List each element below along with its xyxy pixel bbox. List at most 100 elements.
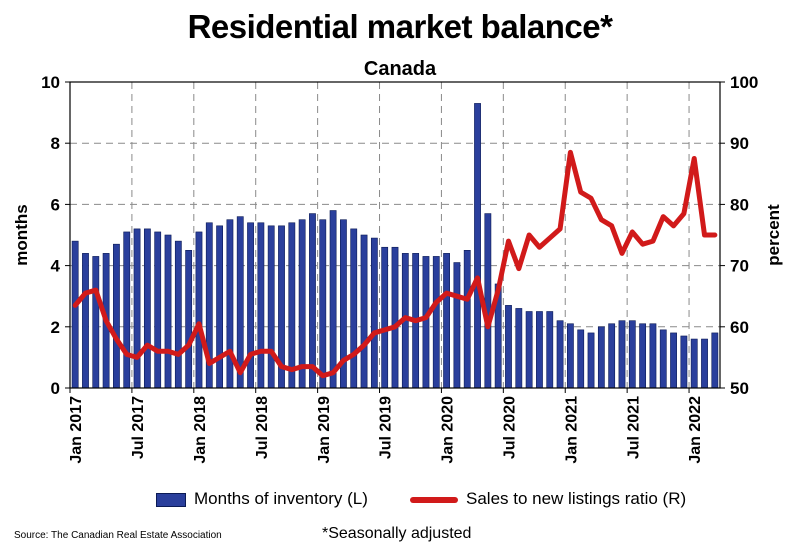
inventory-bar (453, 262, 461, 389)
right-tick-label: 60 (730, 318, 749, 337)
chart-title: Residential market balance* (187, 8, 613, 45)
inventory-bar (381, 246, 389, 389)
left-tick-label: 8 (51, 134, 60, 153)
left-axis-label: months (12, 204, 31, 265)
x-tick-label: Jan 2021 (563, 396, 580, 464)
x-tick-label: Jul 2020 (501, 396, 518, 459)
x-tick-label: Jan 2020 (440, 396, 457, 464)
inventory-bar (515, 308, 523, 389)
right-tick-label: 90 (730, 134, 749, 153)
inventory-bar (174, 240, 182, 389)
left-tick-label: 2 (51, 318, 60, 337)
inventory-bar (701, 338, 708, 389)
inventory-bar (649, 323, 657, 389)
x-tick-label: Jul 2017 (130, 396, 147, 459)
inventory-bar (309, 213, 316, 389)
inventory-bar (432, 256, 440, 389)
inventory-bar (608, 323, 616, 389)
inventory-bar (123, 231, 131, 389)
x-tick-label: Jan 2019 (316, 396, 333, 464)
inventory-bar (474, 103, 481, 389)
inventory-bar (628, 320, 636, 389)
inventory-bar (92, 256, 100, 389)
inventory-bar (659, 329, 667, 389)
left-tick-label: 10 (41, 73, 60, 92)
inventory-bar (680, 335, 688, 389)
inventory-bar (443, 253, 450, 389)
right-tick-label: 70 (730, 257, 749, 276)
inventory-bar (546, 311, 554, 389)
x-tick-label: Jan 2017 (68, 396, 85, 464)
inventory-bar (143, 228, 151, 389)
inventory-bar (257, 222, 265, 389)
x-axis-ticks: Jan 2017 Jul 2017 Jan 2018 Jul 2018 Jan 2019… (68, 388, 704, 464)
x-tick-label: Jul 2018 (254, 396, 271, 459)
inventory-bar (484, 213, 492, 389)
inventory-bar (82, 253, 89, 389)
seasonal-note: *Seasonally adjusted (322, 525, 472, 542)
legend-line-swatch (410, 496, 458, 503)
legend-item-inventory: Months of inventory (L) (156, 488, 368, 510)
inventory-bar (639, 323, 647, 389)
inventory-bar (536, 311, 543, 389)
ratio-line (72, 149, 718, 379)
inventory-bar (577, 329, 585, 389)
right-tick-label: 80 (730, 195, 749, 214)
chart-legend: Months of inventory (L) Sales to new lis… (0, 488, 800, 512)
inventory-bar (288, 222, 296, 389)
inventory-bar (463, 250, 471, 389)
left-tick-label: 4 (51, 257, 61, 276)
inventory-bar (505, 305, 512, 389)
inventory-bar (556, 320, 564, 389)
inventory-bar (597, 326, 605, 389)
right-axis-label: percent (764, 204, 783, 266)
legend-item-ratio: Sales to new listings ratio (R) (410, 488, 686, 510)
chart-subtitle: Canada (363, 58, 437, 80)
inventory-bar (391, 246, 399, 389)
inventory-bar (329, 210, 337, 389)
inventory-bar (670, 332, 677, 389)
left-tick-label: 0 (51, 379, 60, 398)
x-tick-label: Jul 2019 (378, 396, 395, 459)
inventory-bar (690, 338, 698, 389)
right-tick-label: 100 (730, 73, 758, 92)
left-tick-label: 6 (51, 195, 60, 214)
inventory-bar (154, 231, 162, 389)
inventory-bar (618, 320, 626, 389)
source-note: Source: The Canadian Real Estate Associa… (14, 530, 222, 541)
x-tick-label: Jan 2018 (192, 396, 209, 464)
inventory-bar (587, 332, 595, 389)
legend-bar-swatch (156, 492, 186, 507)
inventory-bar (567, 323, 574, 389)
inventory-bar (711, 332, 719, 389)
inventory-bar (226, 219, 234, 389)
inventory-bar (360, 234, 368, 389)
inventory-bar (185, 250, 193, 389)
inventory-bar (133, 228, 141, 389)
inventory-bar (350, 228, 358, 389)
right-tick-label: 50 (730, 379, 749, 398)
inventory-bar (113, 243, 120, 389)
inventory-bar (525, 311, 533, 389)
inventory-bar (370, 237, 378, 389)
inventory-bar (267, 225, 275, 389)
inventory-bar (422, 256, 430, 389)
x-tick-label: Jan 2022 (687, 396, 704, 464)
inventory-bar (164, 234, 172, 389)
plot-frame (69, 81, 721, 389)
inventory-bars (71, 103, 719, 389)
right-axis-ticks: 50 60 70 80 90 100 (720, 73, 758, 398)
inventory-bar (216, 225, 223, 389)
inventory-bar (319, 219, 327, 389)
ratio-line-layer (72, 149, 718, 379)
inventory-bar (236, 216, 244, 389)
plot-border (69, 81, 721, 389)
left-axis-ticks: 0 2 4 6 8 10 (41, 73, 70, 398)
x-tick-label: Jul 2021 (625, 396, 642, 459)
inventory-bar (71, 240, 79, 389)
inventory-bar (195, 231, 203, 389)
legend-label-inventory: Months of inventory (L) (194, 489, 368, 508)
inventory-bar (298, 219, 306, 389)
